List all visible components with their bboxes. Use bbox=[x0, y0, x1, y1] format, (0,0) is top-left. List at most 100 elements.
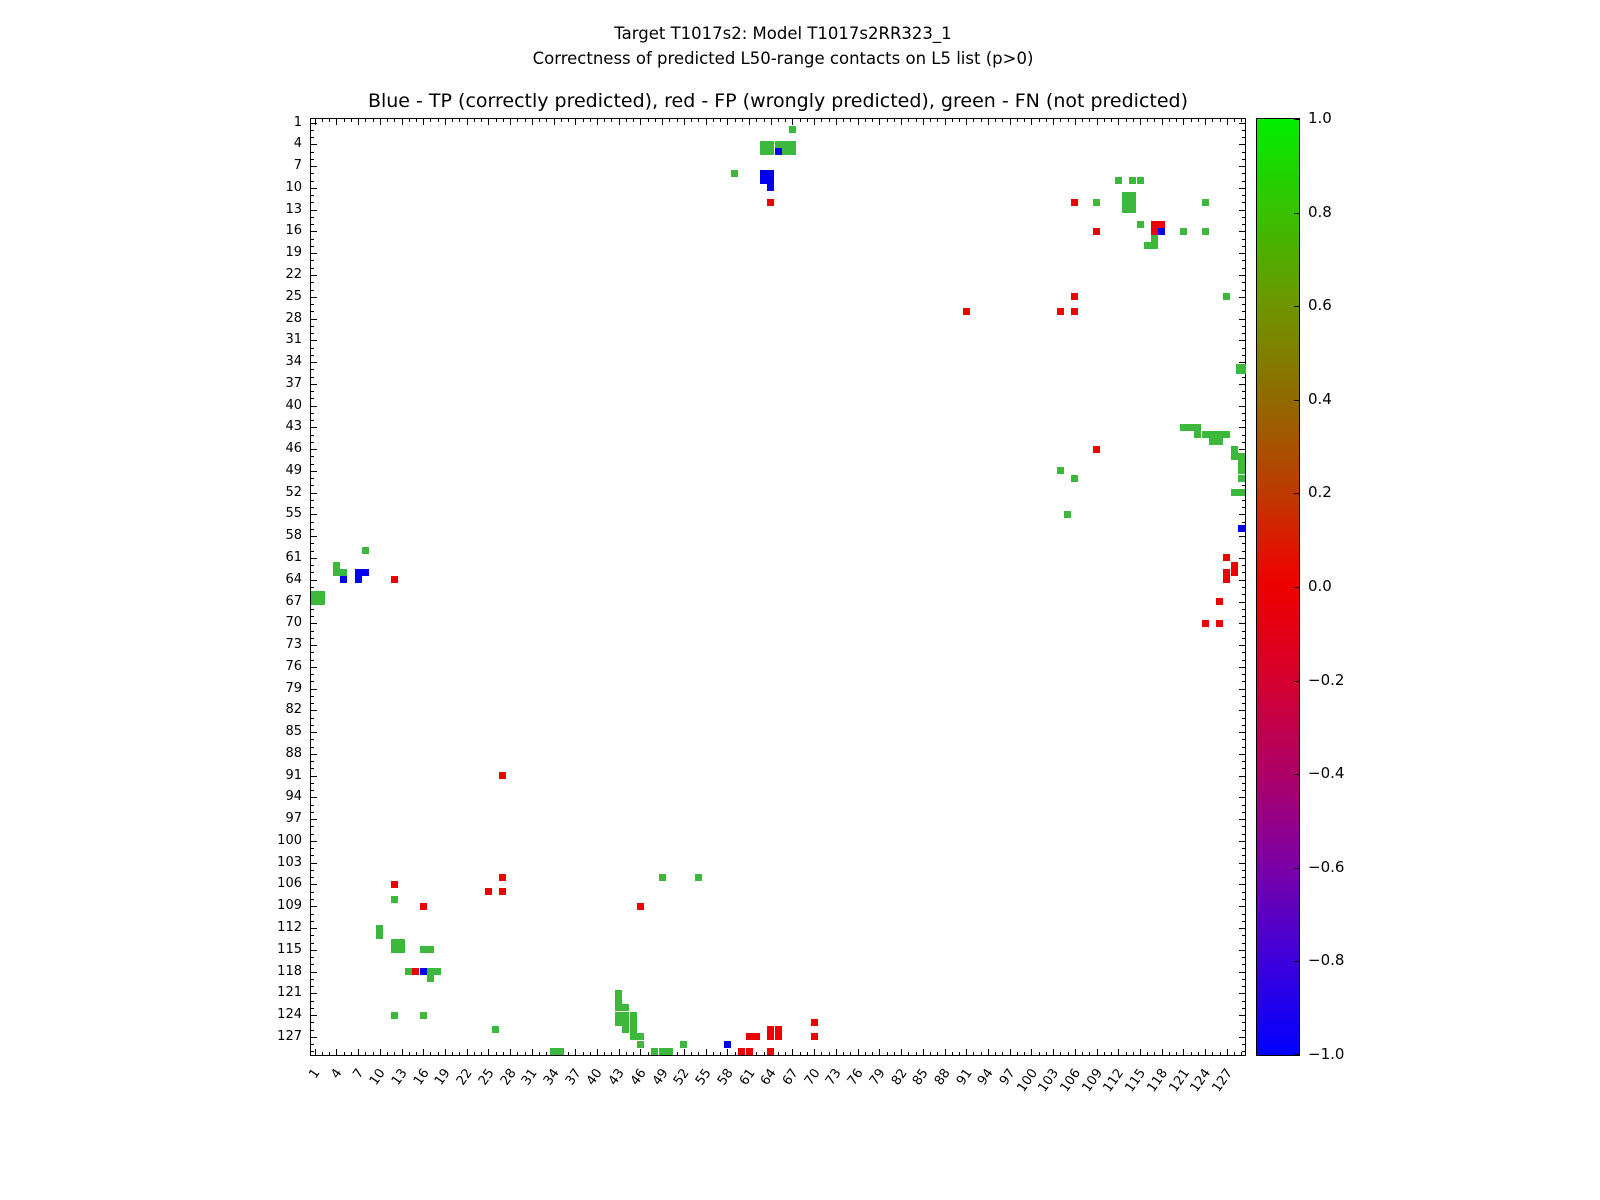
axis-tick bbox=[1239, 297, 1245, 298]
contact-marker bbox=[332, 568, 340, 576]
axis-tick bbox=[952, 119, 953, 122]
axis-tick bbox=[1242, 442, 1245, 443]
axis-tick bbox=[1242, 892, 1245, 893]
x-tick-label: 100 bbox=[1014, 1066, 1041, 1096]
contact-marker bbox=[665, 1047, 673, 1055]
axis-tick bbox=[311, 442, 314, 443]
x-tick-label: 88 bbox=[931, 1066, 954, 1089]
axis-tick bbox=[311, 333, 314, 334]
axis-tick bbox=[1239, 449, 1245, 450]
axis-tick bbox=[1242, 572, 1245, 573]
y-tick-label: 22 bbox=[285, 267, 302, 282]
axis-tick bbox=[532, 1049, 533, 1055]
contact-marker bbox=[629, 1026, 637, 1034]
y-tick-label: 16 bbox=[285, 223, 302, 239]
axis-tick bbox=[583, 1052, 584, 1055]
contact-marker bbox=[1223, 293, 1231, 301]
axis-tick bbox=[311, 391, 314, 392]
axis-tick bbox=[1242, 195, 1245, 196]
contact-marker bbox=[774, 148, 782, 156]
axis-tick bbox=[945, 1049, 946, 1055]
axis-tick bbox=[930, 119, 931, 122]
axis-tick bbox=[981, 1052, 982, 1055]
axis-tick bbox=[311, 819, 317, 820]
axis-tick bbox=[836, 1049, 837, 1055]
axis-tick bbox=[1205, 119, 1206, 125]
y-tick-label: 28 bbox=[285, 310, 302, 326]
axis-tick bbox=[510, 119, 511, 125]
axis-tick bbox=[1241, 1052, 1242, 1055]
contact-marker bbox=[390, 1011, 398, 1019]
colorbar-tick bbox=[1294, 119, 1299, 120]
axis-tick bbox=[1234, 1052, 1235, 1055]
axis-tick bbox=[1239, 689, 1245, 690]
axis-tick bbox=[311, 355, 314, 356]
axis-tick bbox=[311, 848, 314, 849]
axis-tick bbox=[311, 464, 314, 465]
axis-tick bbox=[311, 217, 314, 218]
axis-tick bbox=[821, 119, 822, 122]
contact-marker bbox=[1143, 242, 1151, 250]
axis-tick bbox=[311, 580, 317, 581]
axes-title-legend: Blue - TP (correctly predicted), red - F… bbox=[367, 90, 1189, 112]
x-tick-label: 22 bbox=[454, 1066, 476, 1089]
axis-tick bbox=[539, 1052, 540, 1055]
axis-tick bbox=[311, 667, 317, 668]
axis-tick bbox=[785, 1052, 786, 1055]
colorbar-tick bbox=[1294, 213, 1299, 214]
contact-marker bbox=[629, 1033, 637, 1041]
axis-tick bbox=[749, 119, 750, 125]
axis-tick bbox=[821, 1052, 822, 1055]
contact-marker bbox=[615, 1018, 623, 1026]
axis-tick bbox=[1239, 427, 1245, 428]
x-tick-label: 1 bbox=[306, 1066, 324, 1082]
contact-marker bbox=[1093, 445, 1101, 453]
axis-tick bbox=[713, 1052, 714, 1055]
y-tick-label: 88 bbox=[285, 745, 302, 761]
axis-tick bbox=[1239, 580, 1245, 581]
contact-marker bbox=[1237, 460, 1245, 468]
axis-tick bbox=[1239, 928, 1245, 929]
contact-marker bbox=[376, 931, 384, 939]
axis-tick bbox=[1147, 119, 1148, 122]
axis-tick bbox=[311, 398, 314, 399]
axis-tick bbox=[1242, 304, 1245, 305]
axis-tick bbox=[713, 119, 714, 122]
contact-marker bbox=[1201, 227, 1209, 235]
axis-tick bbox=[344, 119, 345, 122]
axis-tick bbox=[311, 529, 314, 530]
axis-tick bbox=[1242, 246, 1245, 247]
axis-tick bbox=[1242, 660, 1245, 661]
contact-marker bbox=[361, 568, 369, 576]
contact-marker bbox=[1237, 525, 1245, 533]
axis-tick bbox=[311, 783, 314, 784]
axis-tick bbox=[1154, 119, 1155, 122]
contact-map-plot-area bbox=[311, 119, 1247, 1055]
axis-tick bbox=[800, 119, 801, 122]
contact-marker bbox=[354, 568, 362, 576]
contact-marker bbox=[557, 1047, 565, 1055]
contact-marker bbox=[1122, 206, 1130, 214]
colorbar-tick bbox=[1294, 493, 1299, 494]
contact-marker bbox=[622, 1011, 630, 1019]
axis-tick bbox=[1239, 906, 1245, 907]
axis-tick bbox=[311, 986, 314, 987]
axis-tick bbox=[311, 979, 314, 980]
axis-tick bbox=[1239, 231, 1245, 232]
colorbar-tick-label: 1.0 bbox=[1308, 109, 1332, 127]
axis-tick bbox=[311, 543, 314, 544]
axis-tick bbox=[800, 1052, 801, 1055]
axis-tick bbox=[1242, 638, 1245, 639]
axis-tick bbox=[311, 993, 317, 994]
axis-tick bbox=[311, 304, 314, 305]
contact-marker bbox=[774, 140, 782, 148]
x-tick-label: 4 bbox=[328, 1066, 346, 1082]
y-tick-label: 94 bbox=[285, 789, 302, 805]
axis-tick bbox=[311, 144, 317, 145]
axis-tick bbox=[311, 290, 314, 291]
axis-tick bbox=[1239, 667, 1245, 668]
axis-tick bbox=[1239, 144, 1245, 145]
contact-marker bbox=[1208, 438, 1216, 446]
axis-tick bbox=[1162, 119, 1163, 125]
x-tick-label: 121 bbox=[1166, 1066, 1193, 1096]
